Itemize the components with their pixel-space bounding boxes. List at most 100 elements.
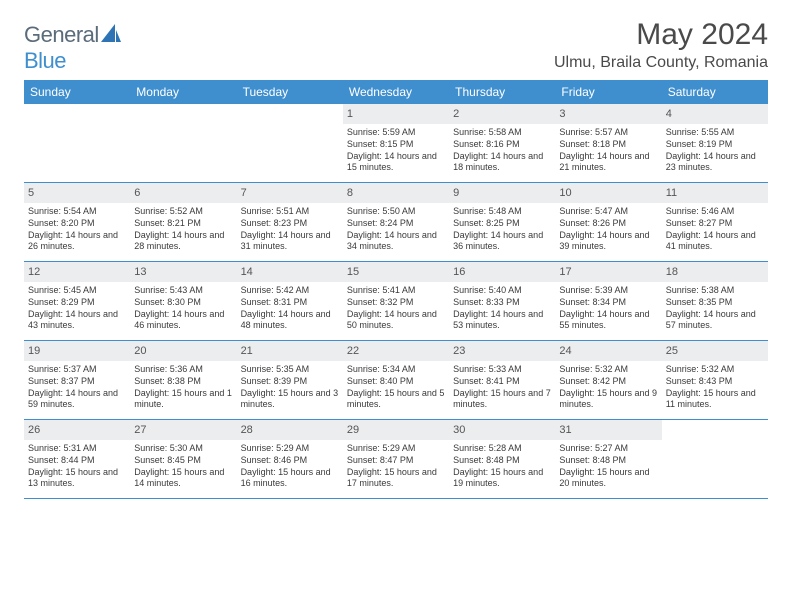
sunset-text: Sunset: 8:16 PM xyxy=(453,139,551,151)
day-number: 9 xyxy=(449,183,555,203)
sunset-text: Sunset: 8:23 PM xyxy=(241,218,339,230)
sunset-text: Sunset: 8:34 PM xyxy=(559,297,657,309)
day-number: 23 xyxy=(449,341,555,361)
logo-part1: General xyxy=(24,22,99,47)
daylight-text: Daylight: 14 hours and 57 minutes. xyxy=(666,309,764,332)
calendar-page: GeneralBlue May 2024 Ulmu, Braila County… xyxy=(0,0,792,499)
calendar-day: 25Sunrise: 5:32 AMSunset: 8:43 PMDayligh… xyxy=(662,341,768,419)
sunrise-text: Sunrise: 5:29 AM xyxy=(241,443,339,455)
calendar-day: 13Sunrise: 5:43 AMSunset: 8:30 PMDayligh… xyxy=(130,262,236,340)
sunrise-text: Sunrise: 5:50 AM xyxy=(347,206,445,218)
sunrise-text: Sunrise: 5:47 AM xyxy=(559,206,657,218)
calendar-day: 22Sunrise: 5:34 AMSunset: 8:40 PMDayligh… xyxy=(343,341,449,419)
day-number: 18 xyxy=(662,262,768,282)
daylight-text: Daylight: 15 hours and 3 minutes. xyxy=(241,388,339,411)
daylight-text: Daylight: 15 hours and 1 minute. xyxy=(134,388,232,411)
day-number: 8 xyxy=(343,183,449,203)
calendar-day xyxy=(662,420,768,498)
sunset-text: Sunset: 8:21 PM xyxy=(134,218,232,230)
calendar-week: 19Sunrise: 5:37 AMSunset: 8:37 PMDayligh… xyxy=(24,341,768,420)
daylight-text: Daylight: 15 hours and 17 minutes. xyxy=(347,467,445,490)
sunrise-text: Sunrise: 5:48 AM xyxy=(453,206,551,218)
calendar-day: 9Sunrise: 5:48 AMSunset: 8:25 PMDaylight… xyxy=(449,183,555,261)
day-number: 25 xyxy=(662,341,768,361)
sunset-text: Sunset: 8:25 PM xyxy=(453,218,551,230)
day-number: 24 xyxy=(555,341,661,361)
logo-part2: Blue xyxy=(24,48,66,73)
calendar-day: 11Sunrise: 5:46 AMSunset: 8:27 PMDayligh… xyxy=(662,183,768,261)
calendar-day: 23Sunrise: 5:33 AMSunset: 8:41 PMDayligh… xyxy=(449,341,555,419)
sunset-text: Sunset: 8:39 PM xyxy=(241,376,339,388)
dow-tuesday: Tuesday xyxy=(237,80,343,104)
sunrise-text: Sunrise: 5:33 AM xyxy=(453,364,551,376)
daylight-text: Daylight: 14 hours and 28 minutes. xyxy=(134,230,232,253)
sunrise-text: Sunrise: 5:57 AM xyxy=(559,127,657,139)
daylight-text: Daylight: 15 hours and 7 minutes. xyxy=(453,388,551,411)
header: GeneralBlue May 2024 Ulmu, Braila County… xyxy=(24,18,768,74)
sunset-text: Sunset: 8:40 PM xyxy=(347,376,445,388)
sunrise-text: Sunrise: 5:41 AM xyxy=(347,285,445,297)
sunrise-text: Sunrise: 5:46 AM xyxy=(666,206,764,218)
day-number: 30 xyxy=(449,420,555,440)
sunset-text: Sunset: 8:37 PM xyxy=(28,376,126,388)
sunrise-text: Sunrise: 5:54 AM xyxy=(28,206,126,218)
day-number: 2 xyxy=(449,104,555,124)
day-number: 1 xyxy=(343,104,449,124)
daylight-text: Daylight: 14 hours and 46 minutes. xyxy=(134,309,232,332)
calendar-day: 8Sunrise: 5:50 AMSunset: 8:24 PMDaylight… xyxy=(343,183,449,261)
sunset-text: Sunset: 8:19 PM xyxy=(666,139,764,151)
sunset-text: Sunset: 8:42 PM xyxy=(559,376,657,388)
daylight-text: Daylight: 14 hours and 23 minutes. xyxy=(666,151,764,174)
calendar-week: 26Sunrise: 5:31 AMSunset: 8:44 PMDayligh… xyxy=(24,420,768,499)
day-number: 17 xyxy=(555,262,661,282)
sunset-text: Sunset: 8:35 PM xyxy=(666,297,764,309)
daylight-text: Daylight: 14 hours and 41 minutes. xyxy=(666,230,764,253)
sunset-text: Sunset: 8:38 PM xyxy=(134,376,232,388)
sunset-text: Sunset: 8:48 PM xyxy=(559,455,657,467)
daylight-text: Daylight: 14 hours and 59 minutes. xyxy=(28,388,126,411)
calendar-day: 26Sunrise: 5:31 AMSunset: 8:44 PMDayligh… xyxy=(24,420,130,498)
calendar-day: 24Sunrise: 5:32 AMSunset: 8:42 PMDayligh… xyxy=(555,341,661,419)
calendar-day: 4Sunrise: 5:55 AMSunset: 8:19 PMDaylight… xyxy=(662,104,768,182)
daylight-text: Daylight: 15 hours and 16 minutes. xyxy=(241,467,339,490)
dow-monday: Monday xyxy=(130,80,236,104)
day-number: 14 xyxy=(237,262,343,282)
sunset-text: Sunset: 8:48 PM xyxy=(453,455,551,467)
sunrise-text: Sunrise: 5:28 AM xyxy=(453,443,551,455)
sunrise-text: Sunrise: 5:42 AM xyxy=(241,285,339,297)
sunrise-text: Sunrise: 5:32 AM xyxy=(666,364,764,376)
day-number: 6 xyxy=(130,183,236,203)
day-number: 21 xyxy=(237,341,343,361)
sunrise-text: Sunrise: 5:43 AM xyxy=(134,285,232,297)
dow-sunday: Sunday xyxy=(24,80,130,104)
day-number: 12 xyxy=(24,262,130,282)
sunrise-text: Sunrise: 5:39 AM xyxy=(559,285,657,297)
sunrise-text: Sunrise: 5:45 AM xyxy=(28,285,126,297)
sunrise-text: Sunrise: 5:34 AM xyxy=(347,364,445,376)
sunset-text: Sunset: 8:45 PM xyxy=(134,455,232,467)
day-number: 4 xyxy=(662,104,768,124)
calendar-day: 28Sunrise: 5:29 AMSunset: 8:46 PMDayligh… xyxy=(237,420,343,498)
daylight-text: Daylight: 14 hours and 53 minutes. xyxy=(453,309,551,332)
dow-saturday: Saturday xyxy=(662,80,768,104)
day-number: 15 xyxy=(343,262,449,282)
calendar-day: 10Sunrise: 5:47 AMSunset: 8:26 PMDayligh… xyxy=(555,183,661,261)
sunset-text: Sunset: 8:44 PM xyxy=(28,455,126,467)
sunset-text: Sunset: 8:32 PM xyxy=(347,297,445,309)
day-number: 3 xyxy=(555,104,661,124)
calendar-day xyxy=(130,104,236,182)
sunrise-text: Sunrise: 5:27 AM xyxy=(559,443,657,455)
calendar-day: 17Sunrise: 5:39 AMSunset: 8:34 PMDayligh… xyxy=(555,262,661,340)
sunset-text: Sunset: 8:27 PM xyxy=(666,218,764,230)
day-number: 22 xyxy=(343,341,449,361)
day-number: 5 xyxy=(24,183,130,203)
calendar-day: 7Sunrise: 5:51 AMSunset: 8:23 PMDaylight… xyxy=(237,183,343,261)
day-number: 16 xyxy=(449,262,555,282)
sail-icon xyxy=(101,24,121,42)
calendar-day: 20Sunrise: 5:36 AMSunset: 8:38 PMDayligh… xyxy=(130,341,236,419)
daylight-text: Daylight: 14 hours and 39 minutes. xyxy=(559,230,657,253)
title-block: May 2024 Ulmu, Braila County, Romania xyxy=(554,18,768,72)
calendar-day xyxy=(24,104,130,182)
daylight-text: Daylight: 15 hours and 11 minutes. xyxy=(666,388,764,411)
daylight-text: Daylight: 15 hours and 14 minutes. xyxy=(134,467,232,490)
